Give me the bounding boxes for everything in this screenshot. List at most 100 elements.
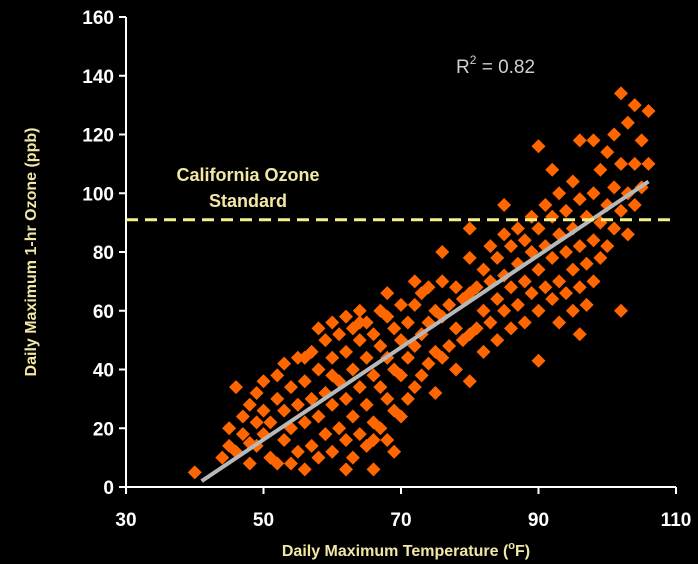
data-point — [435, 245, 450, 259]
data-point — [215, 450, 230, 465]
y-tick-label: 140 — [82, 67, 114, 88]
y-tick-label: 80 — [93, 243, 114, 264]
data-point — [462, 374, 477, 389]
data-point — [614, 86, 628, 101]
data-point — [476, 303, 491, 318]
r-squared-value: = 0.82 — [476, 57, 535, 78]
data-point — [235, 409, 250, 424]
data-point — [373, 380, 388, 395]
data-point — [352, 380, 367, 395]
data-point — [263, 415, 278, 430]
data-point — [311, 450, 326, 465]
data-point — [565, 303, 580, 318]
data-point — [442, 339, 457, 353]
data-point — [400, 350, 415, 365]
data-point — [373, 421, 388, 436]
data-point — [552, 315, 567, 330]
data-point — [290, 444, 305, 459]
data-point — [249, 386, 264, 400]
data-point — [407, 297, 422, 312]
data-point — [339, 433, 353, 447]
y-tick-label: 100 — [82, 184, 114, 205]
data-point — [593, 250, 608, 265]
data-point — [490, 292, 505, 306]
r-squared-prefix: R — [456, 57, 470, 78]
data-point — [277, 356, 292, 371]
data-point — [538, 198, 553, 212]
data-point — [297, 415, 312, 430]
data-point — [579, 297, 594, 312]
data-point — [607, 221, 622, 236]
data-point — [380, 391, 395, 406]
trendline — [200, 179, 650, 483]
data-point — [380, 309, 395, 324]
data-point — [462, 221, 477, 236]
y-axis-title: Daily Maximum 1-hr Ozone (ppb) — [23, 128, 40, 377]
data-point — [510, 297, 525, 312]
data-point — [627, 156, 642, 171]
x-tick-label: 70 — [390, 510, 411, 531]
data-point — [559, 286, 573, 301]
data-point — [559, 203, 573, 218]
data-point — [366, 433, 381, 447]
data-point — [339, 344, 353, 359]
y-tick-label: 60 — [93, 302, 114, 323]
data-point — [552, 274, 567, 289]
data-point — [366, 368, 381, 383]
data-point — [318, 427, 333, 442]
y-tick-label: 120 — [82, 126, 114, 147]
x-axis-title-sup: o — [508, 540, 515, 552]
data-point — [504, 321, 518, 336]
data-point — [641, 104, 656, 118]
data-point — [352, 427, 367, 442]
data-point — [325, 444, 340, 459]
data-point — [559, 245, 573, 259]
data-point — [483, 239, 498, 254]
data-point — [270, 456, 285, 471]
data-point — [483, 315, 498, 330]
data-point — [394, 297, 408, 312]
data-point — [290, 397, 305, 412]
data-point — [277, 403, 292, 418]
data-point — [421, 280, 436, 295]
data-point — [325, 368, 340, 383]
data-point — [442, 297, 457, 312]
data-point — [607, 180, 622, 195]
data-point — [524, 286, 539, 301]
data-point — [387, 444, 402, 459]
data-point — [545, 250, 560, 265]
y-tick-label: 0 — [103, 478, 114, 499]
data-point — [256, 374, 271, 389]
data-point — [297, 374, 312, 389]
data-point — [242, 397, 257, 412]
data-point — [387, 321, 402, 336]
data-points — [187, 86, 656, 480]
x-axis-title-end: F) — [515, 543, 530, 560]
data-point — [572, 133, 587, 148]
data-point — [311, 409, 326, 424]
data-point — [359, 350, 374, 365]
data-point — [187, 465, 202, 480]
data-point — [400, 315, 415, 330]
data-point — [607, 127, 622, 142]
data-point — [332, 327, 347, 342]
data-point — [497, 303, 512, 318]
data-point — [620, 227, 635, 242]
data-point — [270, 391, 285, 406]
data-point — [572, 239, 587, 254]
x-tick-label: 30 — [115, 510, 136, 531]
data-point — [435, 350, 450, 365]
data-point — [490, 333, 505, 348]
x-tick-label: 110 — [661, 510, 692, 531]
data-point — [421, 356, 436, 371]
data-point — [586, 186, 601, 201]
data-point — [627, 198, 642, 212]
data-point — [476, 344, 491, 359]
data-point — [339, 462, 353, 477]
data-point — [284, 380, 298, 395]
data-point — [345, 362, 360, 377]
data-point — [462, 250, 477, 265]
data-point — [270, 368, 285, 383]
data-point — [545, 292, 560, 306]
data-point — [297, 462, 312, 477]
